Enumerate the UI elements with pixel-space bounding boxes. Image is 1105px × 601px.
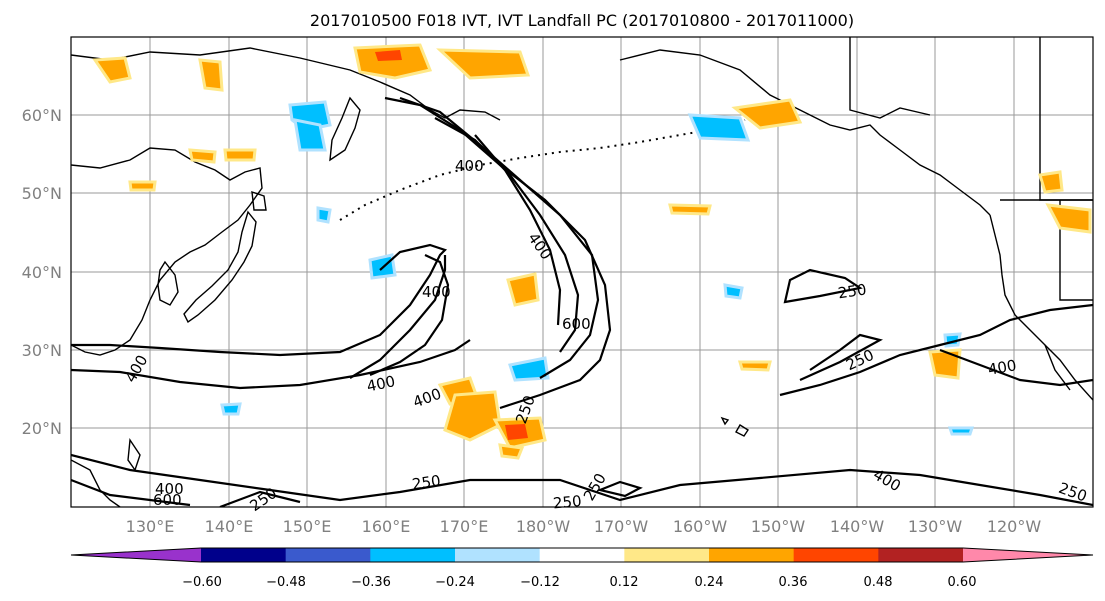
colorbar-tick-label: 0.60 [948,575,977,590]
contour-label: 250 [411,472,442,494]
ivt-contours [71,96,1093,507]
map-frame [70,36,1094,508]
lon-label: 130°E [126,517,175,536]
longitude-labels: 130°E 140°E 150°E 160°E 170°E 180°W 170°… [126,517,1042,536]
colorbar-tick-label: −0.48 [266,575,306,590]
contour-label: 400 [155,480,184,498]
colorbar [70,547,1094,563]
lon-label: 150°W [751,517,806,536]
colorbar-segment [455,548,541,562]
lon-label: 160°E [362,517,411,536]
contour-label: 600 [562,315,591,333]
colorbar-segment [201,548,287,562]
lat-label: 40°N [22,263,62,282]
colorbar-extend-low [71,548,201,562]
colorbar-tick-labels: −0.60 −0.48 −0.36 −0.24 −0.12 0.12 0.24 … [182,575,976,590]
lon-label: 170°E [440,517,489,536]
colorbar-extend-high [963,548,1093,562]
lat-label: 20°N [22,419,62,438]
contour-label: 400 [365,372,397,396]
coastlines [71,37,1093,507]
lon-label: 140°W [830,517,885,536]
lon-label: 130°W [908,517,963,536]
contour-label: 400 [987,356,1018,379]
colorbar-segment [370,548,456,562]
contour-label: 400 [455,157,484,175]
colorbar-tick-label: 0.48 [864,575,893,590]
contour-label: 250 [552,492,582,512]
colorbar-tick-label: 0.24 [695,575,724,590]
colorbar-tick-label: −0.60 [182,575,222,590]
colorbar-segment [285,548,371,562]
colorbar-segment [793,548,879,562]
colorbar-tick-label: −0.12 [520,575,560,590]
colorbar-segment [709,548,795,562]
contour-label: 400 [422,283,451,301]
figure-title: 2017010500 F018 IVT, IVT Landfall PC (20… [310,11,854,30]
lon-label: 140°E [205,517,254,536]
lon-label: 150°E [283,517,332,536]
lon-label: 180°W [516,517,571,536]
colorbar-tick-label: 0.12 [610,575,639,590]
colorbar-segment [539,548,625,562]
colorbar-segment [624,548,710,562]
colorbar-outline [70,547,1094,563]
colorbar-tick-label: −0.36 [351,575,391,590]
contour-label: 600 [153,491,182,509]
colorbar-tick-label: −0.24 [435,575,475,590]
lon-label: 170°W [594,517,649,536]
lat-label: 60°N [22,106,62,125]
colorbar-segment [878,548,964,562]
lat-label: 50°N [22,184,62,203]
colorbar-tick-label: 0.36 [779,575,808,590]
contour-label: 250 [837,280,868,302]
lon-label: 160°W [673,517,728,536]
lat-label: 30°N [22,341,62,360]
shaded-anomaly-patches [92,43,1092,460]
latitude-labels: 20°N 30°N 40°N 50°N 60°N [22,106,62,438]
lon-label: 120°W [987,517,1042,536]
